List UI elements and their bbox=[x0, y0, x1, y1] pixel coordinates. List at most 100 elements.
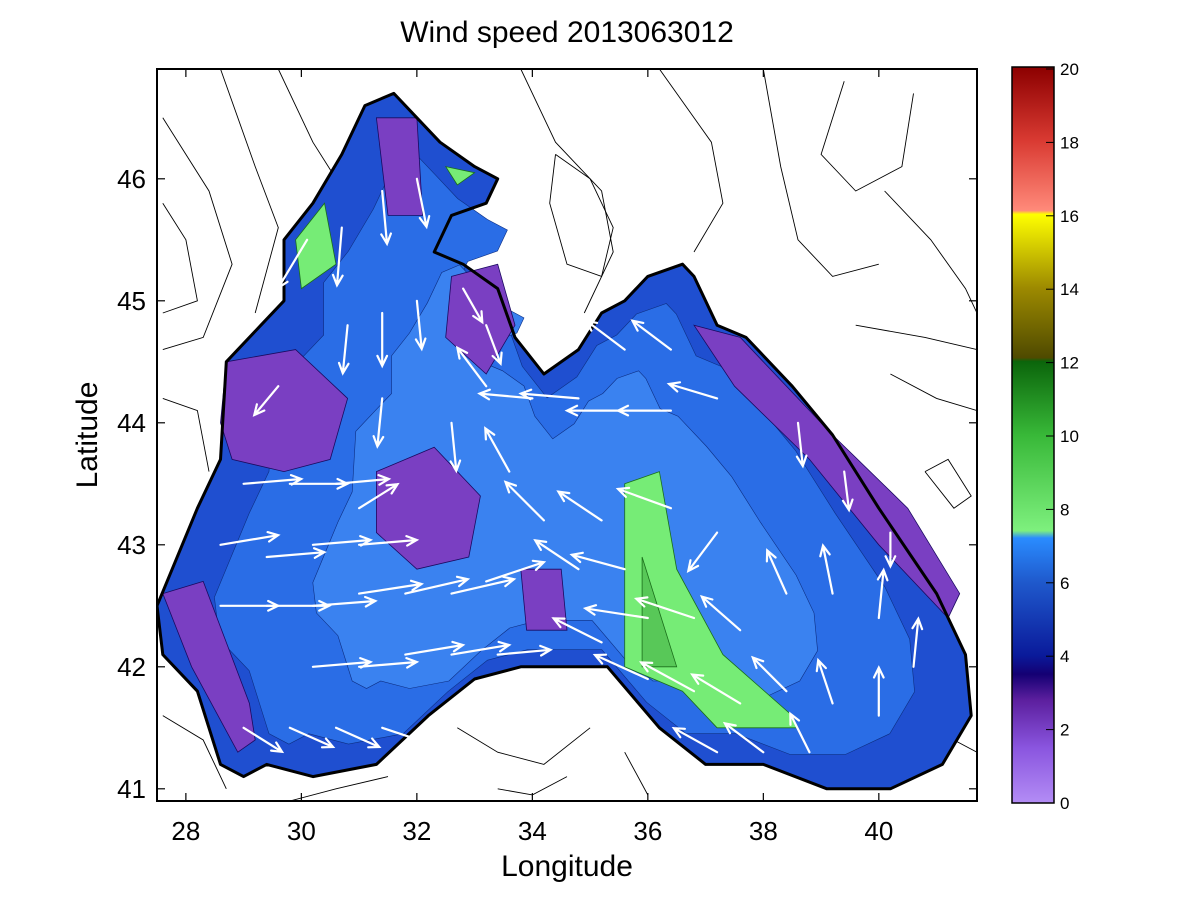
isoline-13 bbox=[162, 397, 210, 472]
isoline-14 bbox=[162, 715, 227, 789]
wind-arrow-38 bbox=[450, 640, 512, 656]
wind-arrow-37 bbox=[404, 640, 466, 656]
wind-arrow-0 bbox=[276, 238, 309, 290]
high-wind-region-2 bbox=[295, 202, 337, 290]
wind-arrow-49 bbox=[686, 531, 719, 574]
isoline-2 bbox=[220, 69, 279, 314]
wind-arrow-65 bbox=[722, 721, 765, 754]
wind-arrow-13 bbox=[615, 404, 672, 417]
wind-arrow-4 bbox=[337, 324, 350, 376]
wind-arrow-56 bbox=[690, 673, 742, 705]
isoline-3 bbox=[277, 69, 337, 180]
wind-arrow-50 bbox=[582, 604, 649, 620]
colorbar-tick-label-6: 6 bbox=[1060, 574, 1069, 593]
wind-arrow-44 bbox=[503, 480, 545, 522]
wind-arrow-15 bbox=[584, 319, 626, 351]
wind-vectors bbox=[219, 177, 924, 754]
wind-arrow-30 bbox=[311, 595, 378, 608]
wind-arrow-63 bbox=[872, 665, 885, 717]
wind-arrow-60 bbox=[876, 567, 889, 620]
colorbar-tick-label-20: 20 bbox=[1060, 60, 1079, 79]
y-tick-label-46: 46 bbox=[117, 164, 146, 194]
wind-arrow-40 bbox=[242, 726, 285, 754]
wind-arrow-19 bbox=[884, 531, 897, 569]
x-tick-label-28: 28 bbox=[171, 816, 200, 846]
wind-arrow-27 bbox=[358, 535, 420, 547]
wind-arrow-53 bbox=[551, 617, 603, 644]
wind-arrow-67 bbox=[484, 426, 511, 473]
low-wind-region-4 bbox=[162, 580, 256, 753]
wind-arrow-3 bbox=[415, 177, 431, 230]
wind-arrow-57 bbox=[750, 655, 788, 693]
wind-arrow-18 bbox=[841, 470, 854, 513]
y-axis-label: Latitude bbox=[71, 382, 104, 489]
x-tick-label-38: 38 bbox=[749, 816, 778, 846]
wind-arrow-5 bbox=[376, 311, 389, 369]
wind-arrow-6 bbox=[414, 299, 427, 352]
y-tick-label-44: 44 bbox=[117, 408, 146, 438]
wind-arrow-34 bbox=[485, 559, 547, 583]
wind-arrow-47 bbox=[569, 551, 626, 571]
wind-arrow-43 bbox=[381, 726, 428, 745]
isoline-12 bbox=[924, 458, 972, 509]
low-wind-region-6 bbox=[375, 117, 424, 216]
colorbar-tick-label-18: 18 bbox=[1060, 133, 1079, 152]
y-tick-label-41: 41 bbox=[117, 774, 146, 804]
colorbar-ticks: 0 2 4 6 8 10 12 14 16 18 20 bbox=[1046, 60, 1079, 813]
wind-arrow-61 bbox=[911, 616, 924, 668]
high-wind-region-1 bbox=[641, 556, 678, 668]
colorbar-tick-label-8: 8 bbox=[1060, 500, 1069, 519]
wind-arrow-59 bbox=[819, 543, 834, 595]
colorbar-tick-label-10: 10 bbox=[1060, 427, 1079, 446]
high-wind-region-3 bbox=[444, 166, 476, 186]
wind-arrow-33 bbox=[450, 575, 517, 595]
wind-arrow-51 bbox=[633, 596, 696, 620]
isoline-1 bbox=[162, 202, 198, 314]
wind-arrow-55 bbox=[638, 661, 696, 693]
wind-arrow-52 bbox=[699, 594, 742, 632]
wind-arrow-70 bbox=[485, 324, 503, 366]
wind-arrow-66 bbox=[789, 711, 811, 754]
isoline-4 bbox=[520, 69, 614, 314]
isoline-6 bbox=[659, 69, 724, 253]
speed-band-1 bbox=[312, 264, 818, 697]
wind-arrow-22 bbox=[334, 474, 392, 486]
y-tick-label-43: 43 bbox=[117, 530, 146, 560]
wind-arrow-48 bbox=[615, 486, 672, 510]
wind-arrow-12 bbox=[564, 404, 626, 417]
wind-arrow-39 bbox=[496, 644, 554, 657]
x-tick-label-34: 34 bbox=[518, 816, 547, 846]
wind-arrow-1 bbox=[331, 226, 344, 288]
isoline-5 bbox=[549, 154, 614, 277]
wind-arrow-36 bbox=[358, 657, 420, 669]
wind-arrow-41 bbox=[288, 726, 336, 749]
wind-arrow-23 bbox=[358, 482, 400, 510]
x-tick-label-30: 30 bbox=[287, 816, 316, 846]
sea-wind-field bbox=[157, 91, 973, 791]
chart-title: Wind speed 2013063012 bbox=[400, 16, 734, 49]
wind-arrow-10 bbox=[477, 388, 534, 401]
isoline-16 bbox=[457, 727, 591, 765]
wind-arrow-16 bbox=[630, 319, 672, 351]
colorbar-tick-label-2: 2 bbox=[1060, 721, 1069, 740]
wind-arrow-45 bbox=[533, 539, 580, 571]
wind-arrow-25 bbox=[265, 547, 327, 559]
wind-arrow-17 bbox=[795, 421, 808, 469]
isoline-0 bbox=[162, 117, 233, 351]
wind-arrow-14 bbox=[666, 381, 719, 400]
isoline-7 bbox=[762, 69, 879, 277]
wind-arrow-68 bbox=[455, 345, 488, 388]
colorbar-tick-label-12: 12 bbox=[1060, 354, 1079, 373]
x-tick-label-36: 36 bbox=[633, 816, 662, 846]
coastline bbox=[157, 91, 973, 791]
wind-arrow-8 bbox=[372, 397, 385, 449]
colorbar-scale bbox=[1011, 66, 1055, 804]
wind-arrow-64 bbox=[671, 726, 719, 754]
wind-arrow-46 bbox=[556, 490, 603, 522]
low-wind-region-1 bbox=[375, 446, 481, 570]
isoline-10 bbox=[855, 324, 977, 351]
colorbar-tick-label-4: 4 bbox=[1060, 647, 1069, 666]
x-axis: 28 30 32 34 36 38 40 bbox=[171, 69, 893, 846]
wind-arrow-54 bbox=[592, 653, 649, 681]
